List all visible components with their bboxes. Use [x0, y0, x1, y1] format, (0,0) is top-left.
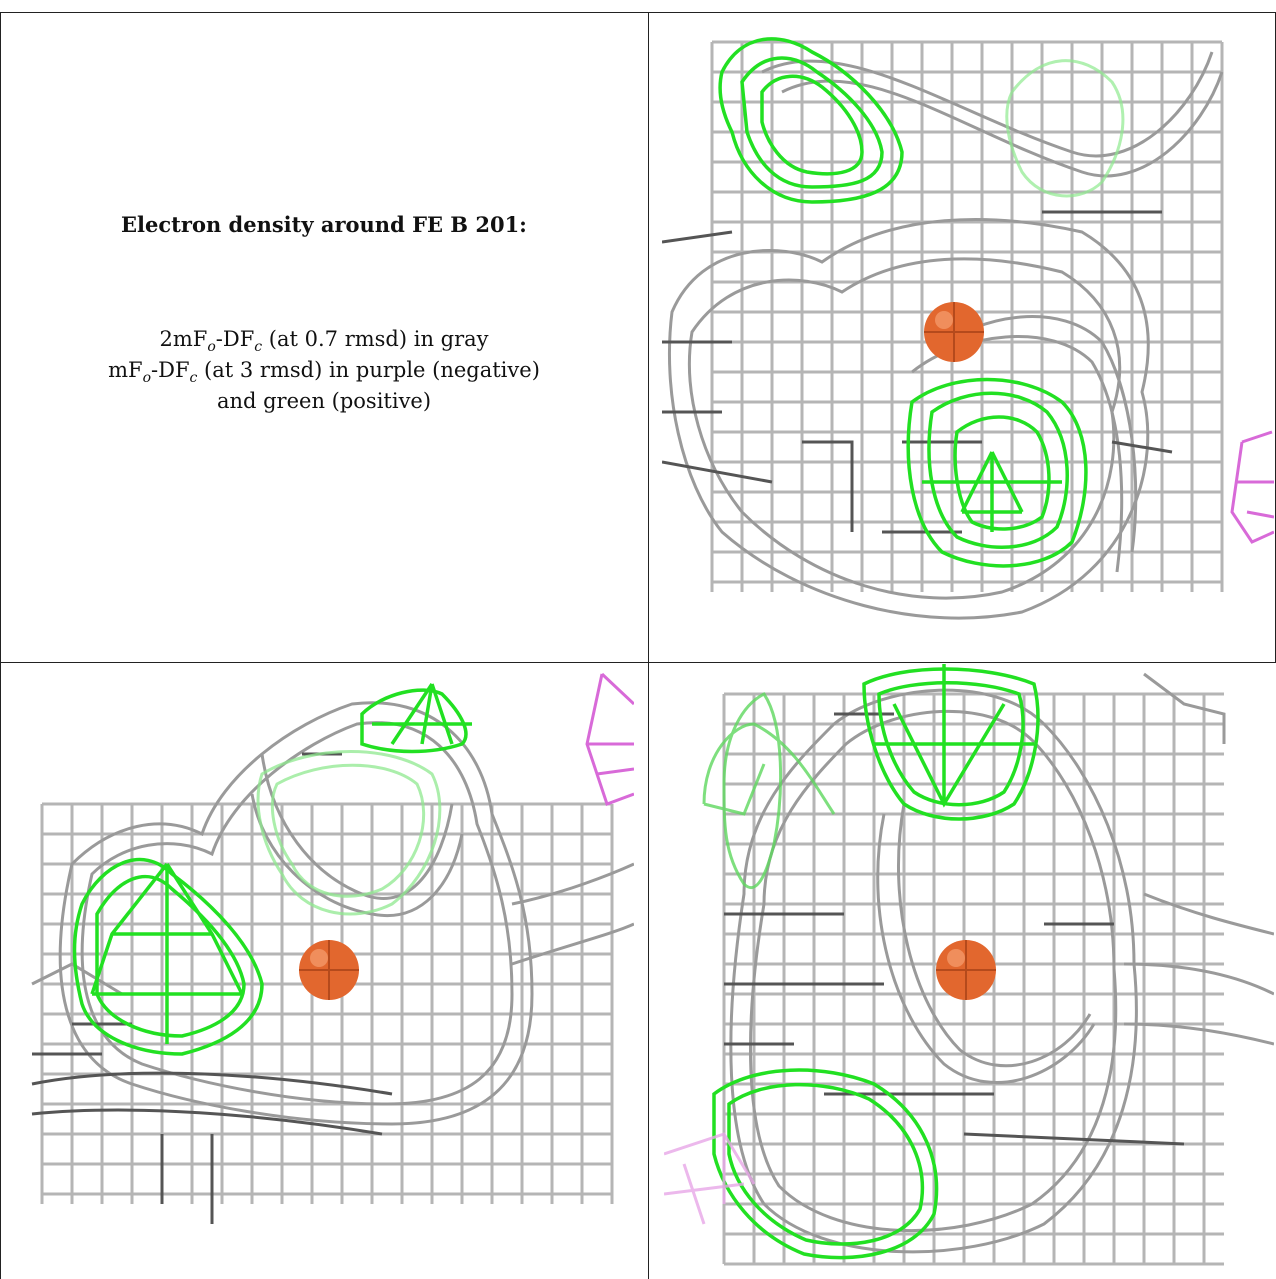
density-panel-view-3 [664, 664, 1274, 1274]
iron-atom-view-2 [299, 940, 359, 1000]
table-border-middle [0, 662, 1276, 663]
gray-density-contours [31, 701, 634, 1126]
density-mesh-view-2 [31, 672, 634, 1224]
gray-density-contours [667, 51, 1224, 620]
mesh-lines [40, 802, 614, 1204]
positive-difference-density [712, 664, 1040, 1260]
gray-density-mesh [40, 802, 614, 1204]
gray-density-dark [31, 752, 393, 1224]
legend-text: 2mFo-DFc (at 0.7 rmsd) in gray mFo-DFc (… [1, 324, 647, 417]
legend-line-2fofc: 2mFo-DFc (at 0.7 rmsd) in gray [159, 327, 489, 356]
positive-difference-density-faint [1005, 59, 1125, 198]
table-border-top [0, 12, 1276, 13]
negative-difference-density [585, 672, 634, 806]
gray-density-contours [729, 672, 1274, 1254]
iron-atom-view-3 [936, 940, 996, 1000]
positive-difference-density [72, 683, 472, 1056]
negative-difference-density [1230, 430, 1274, 544]
negative-difference-density [664, 1132, 756, 1225]
table-border-center [648, 12, 649, 1279]
caption-title: Electron density around FE B 201: [121, 212, 527, 237]
density-panel-view-1 [662, 12, 1274, 636]
legend-line-fofc: mFo-DFc (at 3 rmsd) in purple (negative) [108, 358, 540, 387]
positive-difference-density-faint [256, 750, 442, 916]
density-mesh-view-3 [664, 664, 1274, 1266]
legend-line-colors: and green (positive) [216, 389, 432, 413]
gray-density-dark [662, 210, 1173, 534]
table-border-left [0, 12, 1, 1279]
caption-cell: Electron density around FE B 201: 2mFo-D… [1, 12, 647, 661]
density-mesh-view-1 [662, 37, 1274, 620]
positive-difference-density [718, 37, 1088, 568]
density-panel-view-2 [12, 664, 634, 1274]
iron-atom-view-1 [924, 302, 984, 362]
positive-difference-density-faint [702, 692, 836, 890]
gray-density-dark [724, 712, 1185, 1146]
